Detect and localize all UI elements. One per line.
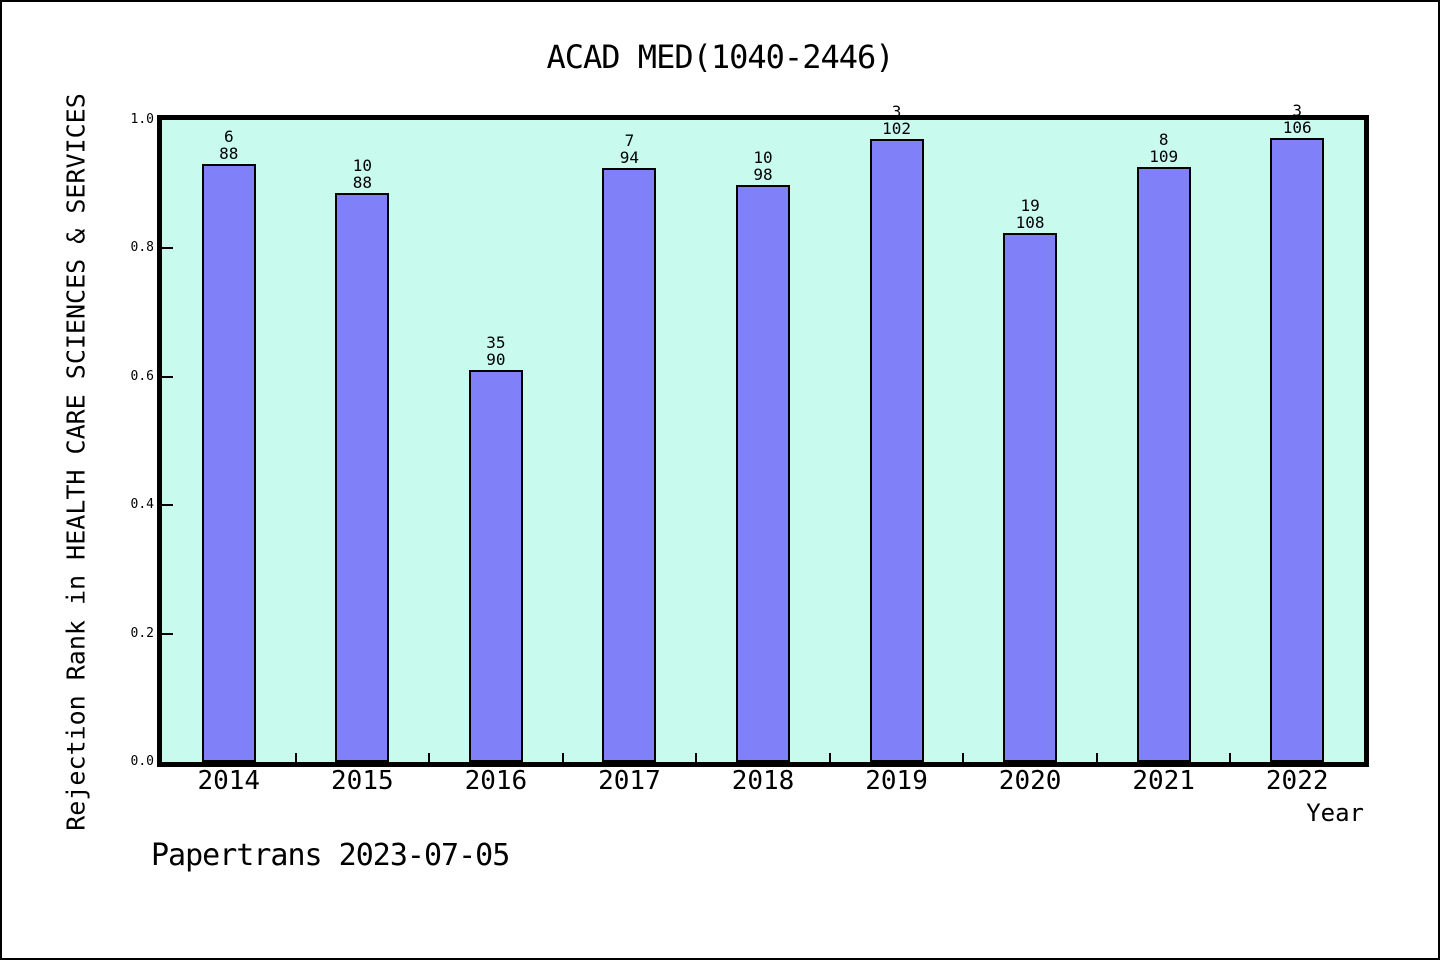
bar-total-value: 109 [1149, 147, 1179, 166]
bar-value-label-2016: 35 90 [451, 334, 541, 368]
x-tick-label-2021: 2021 [1132, 766, 1195, 796]
bar-rank-value: 7 [624, 131, 635, 150]
y-tick-mark [162, 632, 173, 635]
y-tick-label-0.8: 0.8 [130, 240, 154, 256]
bar-total-value: 90 [486, 350, 506, 369]
y-tick-mark [162, 375, 173, 378]
bar-2015 [335, 193, 390, 762]
bar-rank-value: 3 [891, 102, 902, 121]
bar-value-label-2021: 8 109 [1119, 131, 1209, 165]
x-tick-label-2019: 2019 [865, 766, 928, 796]
x-tick-label-2014: 2014 [197, 766, 261, 796]
bar-2019 [869, 139, 924, 762]
bar-rank-value: 35 [486, 333, 506, 352]
bar-value-label-2020: 19 108 [985, 197, 1075, 231]
bar-2020 [1003, 233, 1058, 762]
y-axis-label: Rejection Rank in HEALTH CARE SCIENCES &… [61, 93, 91, 831]
bar-rank-value: 6 [223, 127, 234, 146]
plot-area: 6 88 10 88 35 90 7 94 10 98 3 102 19 108 8 109 3 106 [162, 102, 1364, 762]
x-minor-tick [428, 753, 431, 762]
bar-2021 [1136, 167, 1191, 762]
bar-value-label-2017: 7 94 [584, 132, 674, 166]
bar-rank-value: 3 [1292, 101, 1303, 120]
bar-rank-value: 10 [352, 156, 372, 175]
bar-total-value: 88 [352, 173, 372, 192]
x-tick-label-2016: 2016 [464, 766, 528, 796]
bar-total-value: 106 [1282, 118, 1312, 137]
bar-total-value: 102 [882, 119, 911, 138]
x-tick-label-2020: 2020 [998, 766, 1062, 796]
chart-title: ACAD MED(1040-2446) [546, 38, 894, 76]
x-tick-label-2018: 2018 [731, 766, 795, 796]
bar-value-label-2014: 6 88 [184, 128, 274, 162]
y-tick-label-0.2: 0.2 [130, 625, 154, 641]
bar-total-value: 88 [219, 144, 239, 163]
x-minor-tick [695, 753, 698, 762]
x-axis-label: Year [1306, 799, 1364, 827]
bar-total-value: 94 [619, 148, 640, 167]
x-minor-tick [1095, 753, 1098, 762]
bar-rank-value: 10 [753, 148, 773, 167]
bar-2022 [1270, 138, 1325, 762]
y-tick-mark [162, 247, 173, 250]
y-tick-label-0.6: 0.6 [130, 368, 154, 384]
y-tick-mark [162, 504, 173, 507]
x-tick-label-2022: 2022 [1265, 766, 1329, 796]
bar-rank-value: 8 [1158, 130, 1169, 149]
x-tick-label-2015: 2015 [331, 766, 394, 796]
bar-value-label-2018: 10 98 [718, 149, 808, 183]
y-tick-label-0.0: 0.0 [130, 754, 154, 769]
y-tick-label-1.0: 1.0 [130, 112, 154, 127]
bar-2014 [201, 164, 256, 762]
bar-value-label-2022: 3 106 [1252, 102, 1342, 136]
bar-value-label-2015: 10 88 [317, 157, 407, 191]
bar-2018 [736, 185, 790, 762]
x-minor-tick [962, 753, 965, 762]
bar-2016 [468, 370, 523, 762]
bar-total-value: 108 [1015, 213, 1045, 232]
x-minor-tick [561, 753, 564, 762]
x-minor-tick [828, 753, 831, 762]
x-minor-tick [1229, 753, 1232, 762]
bar-value-label-2019: 3 102 [852, 103, 942, 137]
papertrans-annotation: Papertrans 2023-07-05 [151, 838, 510, 873]
x-tick-label-2017: 2017 [598, 766, 661, 796]
y-tick-label-0.4: 0.4 [130, 497, 154, 513]
bar-rank-value: 19 [1020, 196, 1040, 215]
bar-2017 [602, 168, 657, 762]
bar-total-value: 98 [753, 165, 773, 184]
x-minor-tick [294, 753, 297, 762]
